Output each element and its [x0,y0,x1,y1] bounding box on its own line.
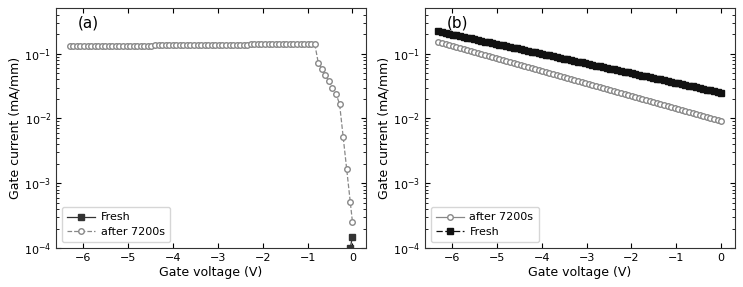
after 7200s [65,45,74,48]
Line: Fresh: Fresh [337,234,355,287]
Line: after 7200s: after 7200s [435,39,724,124]
after 7200s [684,111,693,114]
Fresh [348,235,357,238]
Line: after 7200s: after 7200s [67,41,355,225]
Fresh [684,84,693,87]
Fresh [606,67,614,70]
Fresh [343,266,352,269]
after 7200s [311,42,319,46]
after 7200s [434,40,443,44]
Fresh [617,69,626,73]
after 7200s [221,43,230,46]
after 7200s [314,61,322,65]
Fresh [345,246,354,250]
after 7200s [296,42,305,46]
Fresh [341,280,350,284]
Fresh [627,71,636,75]
X-axis label: Gate voltage (V): Gate voltage (V) [528,266,632,279]
after 7200s [717,120,726,123]
after 7200s [617,92,626,95]
Text: (b): (b) [447,15,468,30]
after 7200s [627,95,636,98]
Legend: after 7200s, Fresh: after 7200s, Fresh [431,207,539,243]
Fresh [559,57,568,60]
after 7200s [603,88,611,91]
after 7200s [325,80,334,83]
after 7200s [275,42,284,46]
after 7200s [559,75,568,79]
Y-axis label: Gate current (mA/mm): Gate current (mA/mm) [377,57,390,199]
Line: Fresh: Fresh [435,29,724,95]
Legend: Fresh, after 7200s: Fresh, after 7200s [62,207,170,243]
Y-axis label: Gate current (mA/mm): Gate current (mA/mm) [8,57,22,199]
Fresh [717,91,726,94]
X-axis label: Gate voltage (V): Gate voltage (V) [160,266,263,279]
Text: (a): (a) [78,15,99,30]
after 7200s [606,89,614,92]
after 7200s [348,220,357,224]
after 7200s [243,43,252,46]
Fresh [434,30,443,33]
Fresh [603,66,611,69]
